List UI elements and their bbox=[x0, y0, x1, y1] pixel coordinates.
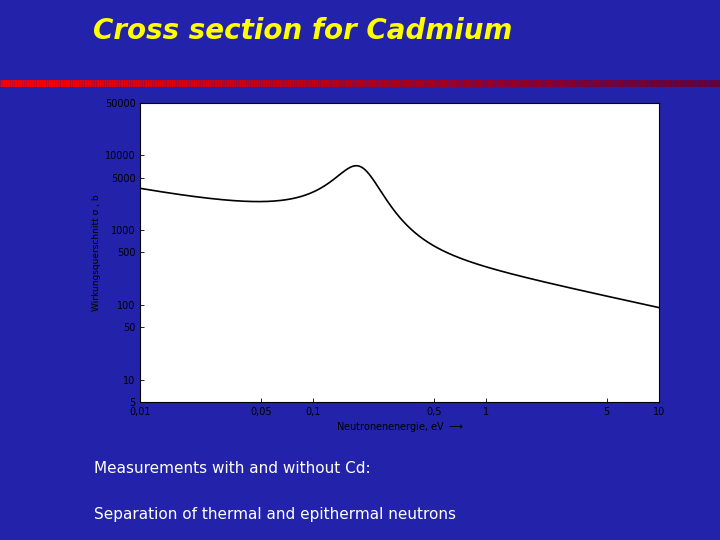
Text: Separation of thermal and epithermal neutrons: Separation of thermal and epithermal neu… bbox=[94, 507, 456, 522]
Text: Cross section for Cadmium: Cross section for Cadmium bbox=[93, 17, 512, 45]
X-axis label: Neutronenenergie, eV $\longrightarrow$: Neutronenenergie, eV $\longrightarrow$ bbox=[336, 420, 464, 434]
Text: Measurements with and without Cd:: Measurements with and without Cd: bbox=[94, 461, 370, 476]
Y-axis label: Wirkungsquerschnitt σ , b: Wirkungsquerschnitt σ , b bbox=[91, 194, 101, 310]
